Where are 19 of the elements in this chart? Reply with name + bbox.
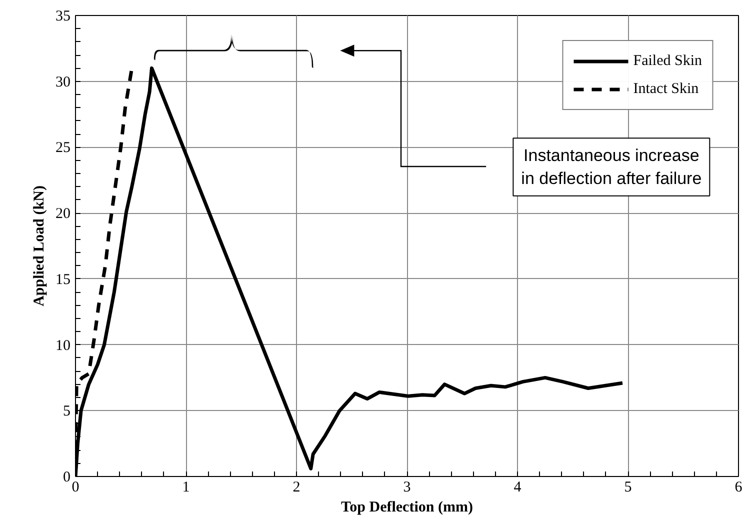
y-tick-label: 0: [63, 470, 70, 486]
y-tick-label: 30: [56, 74, 70, 90]
y-tick-label: 25: [56, 140, 70, 156]
annotation: Instantaneous increase in deflection after failure: [521, 146, 702, 188]
legend-label: Intact Skin: [633, 80, 699, 98]
y-tick-label: 15: [56, 272, 70, 288]
y-tick-label: 20: [56, 206, 70, 222]
x-tick-label: 4: [514, 480, 522, 496]
y-axis-title: Applied Load (kN): [32, 186, 48, 306]
y-tick-label: 5: [63, 404, 70, 420]
x-axis-title: Top Deflection (mm): [341, 500, 473, 516]
y-tick-label: 35: [56, 8, 70, 24]
x-tick-label: 1: [182, 480, 190, 496]
x-tick-label: 6: [734, 480, 743, 496]
x-tick-label: 3: [403, 480, 411, 496]
legend-label: Failed Skin: [633, 52, 702, 70]
x-tick-label: 5: [624, 480, 632, 496]
x-tick-label: 2: [292, 480, 300, 496]
y-tick-label: 10: [56, 338, 70, 354]
